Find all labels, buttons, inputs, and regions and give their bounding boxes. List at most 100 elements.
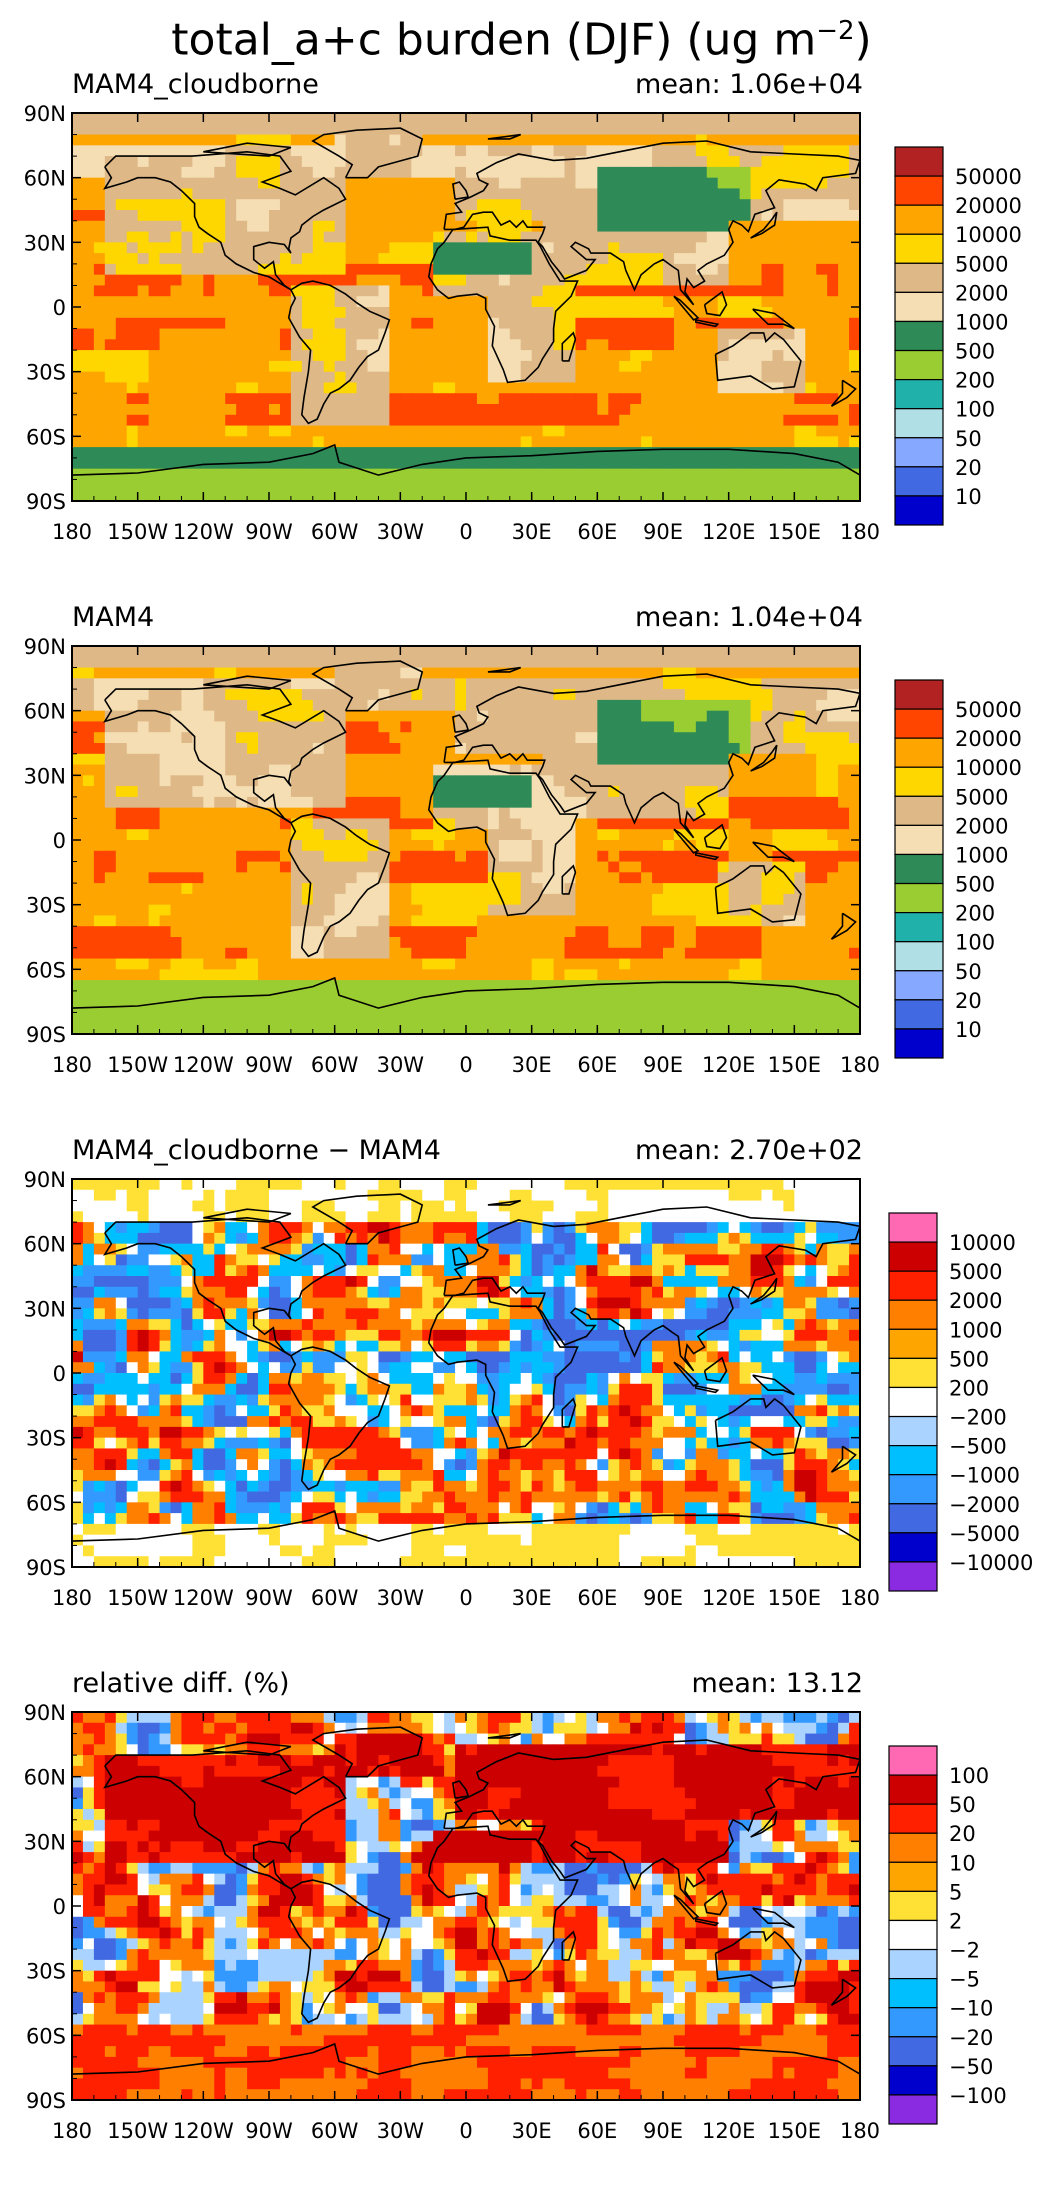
field-cell (160, 264, 172, 275)
field-cell (543, 668, 555, 679)
field-cell (499, 926, 511, 937)
field-cell (565, 436, 577, 447)
field-cell (280, 447, 292, 458)
field-cell (827, 232, 839, 243)
field-cell (378, 275, 390, 286)
field-cell (116, 808, 128, 819)
field-cell (718, 678, 730, 689)
field-cell (280, 210, 292, 221)
field-cell (740, 382, 752, 393)
field-cell (729, 188, 741, 199)
field-cell (805, 808, 817, 819)
field-cell (619, 851, 631, 862)
field-cell (72, 797, 84, 808)
field-cell (641, 188, 653, 199)
field-cell (466, 329, 478, 340)
field-cell (203, 415, 215, 426)
field-cell (849, 285, 861, 296)
field-cell (105, 937, 117, 948)
field-cell (805, 479, 817, 490)
field-cell (652, 490, 664, 501)
field-cell (127, 415, 139, 426)
field-cell (258, 926, 270, 937)
field-cell (455, 668, 467, 679)
field-cell (138, 872, 150, 883)
field-cell (554, 199, 566, 210)
field-cell (389, 915, 401, 926)
field-cell (510, 242, 522, 253)
field-cell (455, 765, 467, 776)
field-cell (225, 469, 237, 480)
field-cell (357, 393, 369, 404)
field-cell (849, 135, 861, 146)
field-cell (816, 894, 828, 905)
field-cell (389, 285, 401, 296)
field-cell (389, 775, 401, 786)
field-cell (127, 242, 139, 253)
field-cell (181, 242, 193, 253)
field-cell (532, 700, 544, 711)
field-cell (554, 829, 566, 840)
field-cell (422, 721, 434, 732)
field-cell (378, 113, 390, 124)
field-cell (751, 285, 763, 296)
field-cell (368, 743, 380, 754)
field-cell (389, 436, 401, 447)
field-cell (663, 458, 675, 469)
field-cell (499, 743, 511, 754)
field-cell (729, 178, 741, 189)
field-cell (83, 689, 95, 700)
field-cell (411, 926, 423, 937)
field-cell (521, 415, 533, 426)
field-cell (138, 382, 150, 393)
field-cell (203, 721, 215, 732)
field-cell (707, 490, 719, 501)
field-cell (411, 721, 423, 732)
field-cell (805, 350, 817, 361)
field-cell (740, 361, 752, 372)
field-cell (718, 404, 730, 415)
field-cell (149, 937, 161, 948)
field-cell (192, 296, 204, 307)
field-cell (816, 915, 828, 926)
field-cell (280, 350, 292, 361)
field-cell (433, 145, 445, 156)
field-cell (543, 145, 555, 156)
field-cell (729, 404, 741, 415)
field-cell (181, 393, 193, 404)
field-cell (357, 178, 369, 189)
field-cell (729, 415, 741, 426)
field-cell (652, 818, 664, 829)
field-cell (794, 700, 806, 711)
field-cell (827, 285, 839, 296)
field-cell (586, 765, 598, 776)
field-cell (477, 404, 489, 415)
field-cell (685, 700, 697, 711)
field-cell (422, 382, 434, 393)
field-cell (696, 458, 708, 469)
field-cell (663, 393, 675, 404)
field-cell (324, 937, 336, 948)
field-cell (510, 829, 522, 840)
field-cell (444, 657, 456, 668)
field-cell (729, 775, 741, 786)
field-cell (827, 221, 839, 232)
field-cell (586, 339, 598, 350)
field-cell (269, 135, 281, 146)
field-cell (346, 678, 358, 689)
field-cell (488, 754, 500, 765)
field-cell (127, 872, 139, 883)
field-cell (838, 786, 850, 797)
field-cell (685, 372, 697, 383)
field-cell (608, 818, 620, 829)
field-cell (203, 775, 215, 786)
field-cell (105, 242, 117, 253)
field-cell (400, 721, 412, 732)
field-cell (663, 775, 675, 786)
field-cell (411, 829, 423, 840)
field-cell (630, 862, 642, 873)
field-cell (554, 678, 566, 689)
field-cell (751, 894, 763, 905)
field-cell (192, 232, 204, 243)
field-cell (236, 862, 248, 873)
